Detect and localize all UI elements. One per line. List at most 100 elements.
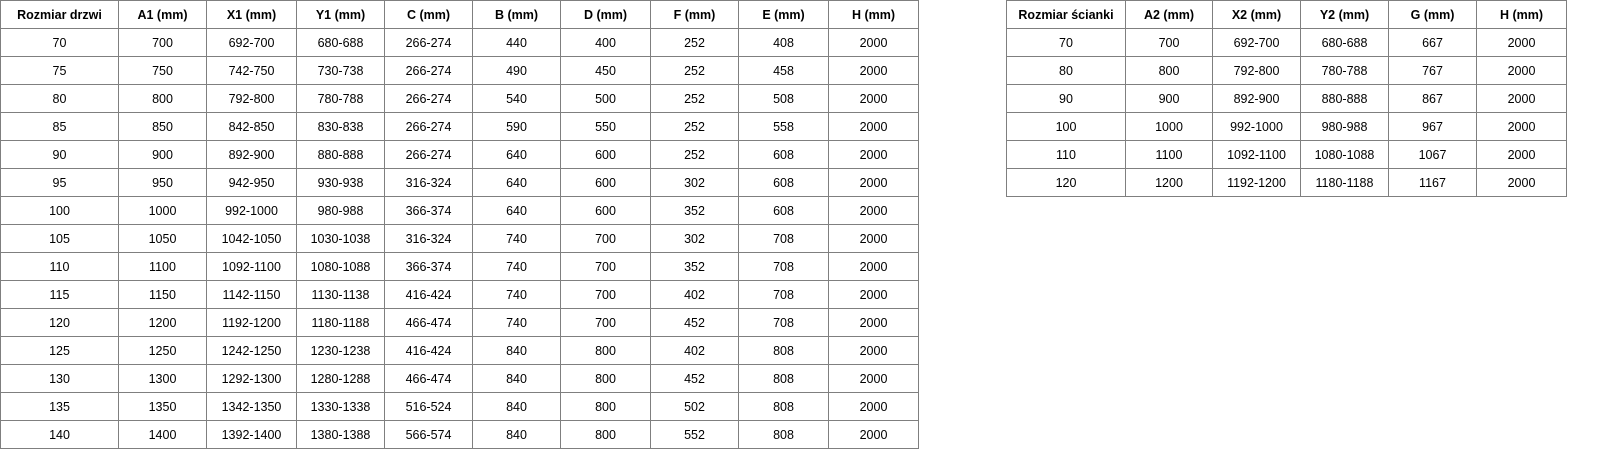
- table-cell: 110: [1006, 140, 1126, 169]
- table-cell: 80: [0, 84, 119, 113]
- table-cell: 700: [560, 252, 651, 281]
- table-cell: 680-688: [296, 28, 385, 57]
- table-cell: 366-374: [384, 196, 473, 225]
- table-cell: 2000: [828, 420, 919, 449]
- table-cell: 1250: [118, 336, 207, 365]
- column-header: E (mm): [738, 0, 829, 29]
- header-row: Rozmiar drzwi A1 (mm) X1 (mm) Y1 (mm) C (mm)…: [0, 0, 919, 29]
- table-cell: 458: [738, 56, 829, 85]
- table-row: 95 950 942-950 930-938 316-324 640 600 302 608 20…: [0, 168, 919, 197]
- table-cell: 700: [560, 308, 651, 337]
- table-cell: 640: [472, 168, 561, 197]
- table-cell: 2000: [828, 280, 919, 309]
- column-header: X1 (mm): [206, 0, 297, 29]
- table-cell: 2000: [828, 168, 919, 197]
- table-cell: 2000: [828, 252, 919, 281]
- table-cell: 840: [472, 420, 561, 449]
- table-cell: 302: [650, 168, 739, 197]
- table-cell: 266-274: [384, 56, 473, 85]
- table-cell: 402: [650, 280, 739, 309]
- table-cell: 692-700: [206, 28, 297, 57]
- table-cell: 808: [738, 364, 829, 393]
- table-cell: 830-838: [296, 112, 385, 141]
- table-cell: 1130-1138: [296, 280, 385, 309]
- table-cell: 992-1000: [206, 196, 297, 225]
- table-cell: 708: [738, 252, 829, 281]
- table-cell: 740: [472, 308, 561, 337]
- table-cell: 140: [0, 420, 119, 449]
- table-cell: 352: [650, 252, 739, 281]
- table-cell: 1300: [118, 364, 207, 393]
- wall-size-table: Rozmiar ścianki A2 (mm) X2 (mm) Y2 (mm) G (m…: [1006, 0, 1567, 197]
- table-cell: 600: [560, 168, 651, 197]
- table-cell: 1150: [118, 280, 207, 309]
- table-cell: 550: [560, 112, 651, 141]
- table-cell: 1392-1400: [206, 420, 297, 449]
- table-cell: 867: [1388, 84, 1477, 113]
- table-cell: 2000: [828, 392, 919, 421]
- table-cell: 742-750: [206, 56, 297, 85]
- column-header: H (mm): [1476, 0, 1567, 29]
- table-cell: 408: [738, 28, 829, 57]
- table-row: 90 900 892-900 880-888 266-274 640 600 252 608 20…: [0, 140, 919, 169]
- table-cell: 1292-1300: [206, 364, 297, 393]
- table-cell: 105: [0, 224, 119, 253]
- table-cell: 252: [650, 140, 739, 169]
- table-cell: 608: [738, 140, 829, 169]
- table-cell: 70: [0, 28, 119, 57]
- table-cell: 1000: [118, 196, 207, 225]
- table-cell: 1242-1250: [206, 336, 297, 365]
- table-cell: 450: [560, 56, 651, 85]
- table-cell: 708: [738, 224, 829, 253]
- table-cell: 700: [560, 280, 651, 309]
- table-cell: 800: [560, 336, 651, 365]
- table-cell: 892-900: [1212, 84, 1301, 113]
- column-header: X2 (mm): [1212, 0, 1301, 29]
- table-cell: 90: [0, 140, 119, 169]
- table-cell: 466-474: [384, 364, 473, 393]
- table-cell: 880-888: [296, 140, 385, 169]
- table-cell: 416-424: [384, 336, 473, 365]
- table-cell: 600: [560, 140, 651, 169]
- table-cell: 1067: [1388, 140, 1477, 169]
- table-cell: 600: [560, 196, 651, 225]
- table-cell: 767: [1388, 56, 1477, 85]
- table-cell: 2000: [828, 364, 919, 393]
- table-row: 85 850 842-850 830-838 266-274 590 550 252 558 20…: [0, 112, 919, 141]
- table-cell: 2000: [828, 196, 919, 225]
- table-cell: 840: [472, 364, 561, 393]
- table-cell: 2000: [828, 84, 919, 113]
- table-cell: 1000: [1125, 112, 1213, 141]
- column-header: Y2 (mm): [1300, 0, 1389, 29]
- column-header: H (mm): [828, 0, 919, 29]
- table-cell: 452: [650, 308, 739, 337]
- table-cell: 352: [650, 196, 739, 225]
- table-row: 125 1250 1242-1250 1230-1238 416-424 840 800 40…: [0, 336, 919, 365]
- table-row: 80 800 792-800 780-788 767 2000: [1006, 56, 1567, 85]
- table-cell: 115: [0, 280, 119, 309]
- table-cell: 800: [560, 420, 651, 449]
- table-cell: 266-274: [384, 28, 473, 57]
- table-cell: 316-324: [384, 224, 473, 253]
- table-cell: 1200: [118, 308, 207, 337]
- table-cell: 302: [650, 224, 739, 253]
- table-cell: 808: [738, 392, 829, 421]
- table-cell: 800: [118, 84, 207, 113]
- table-cell: 930-938: [296, 168, 385, 197]
- table-row: 115 1150 1142-1150 1130-1138 416-424 740 700 40…: [0, 280, 919, 309]
- table-cell: 70: [1006, 28, 1126, 57]
- table-row: 120 1200 1192-1200 1180-1188 1167 2000: [1006, 168, 1567, 197]
- table-row: 130 1300 1292-1300 1280-1288 466-474 840 800 45…: [0, 364, 919, 393]
- table-cell: 2000: [1476, 140, 1567, 169]
- table-cell: 1280-1288: [296, 364, 385, 393]
- table-row: 120 1200 1192-1200 1180-1188 466-474 740 700 45…: [0, 308, 919, 337]
- table-cell: 980-988: [296, 196, 385, 225]
- table-cell: 1380-1388: [296, 420, 385, 449]
- column-header: Rozmiar drzwi: [0, 0, 119, 29]
- table-cell: 1100: [118, 252, 207, 281]
- table-cell: 1342-1350: [206, 392, 297, 421]
- table-cell: 252: [650, 84, 739, 113]
- table-cell: 1350: [118, 392, 207, 421]
- table-cell: 95: [0, 168, 119, 197]
- table-cell: 740: [472, 280, 561, 309]
